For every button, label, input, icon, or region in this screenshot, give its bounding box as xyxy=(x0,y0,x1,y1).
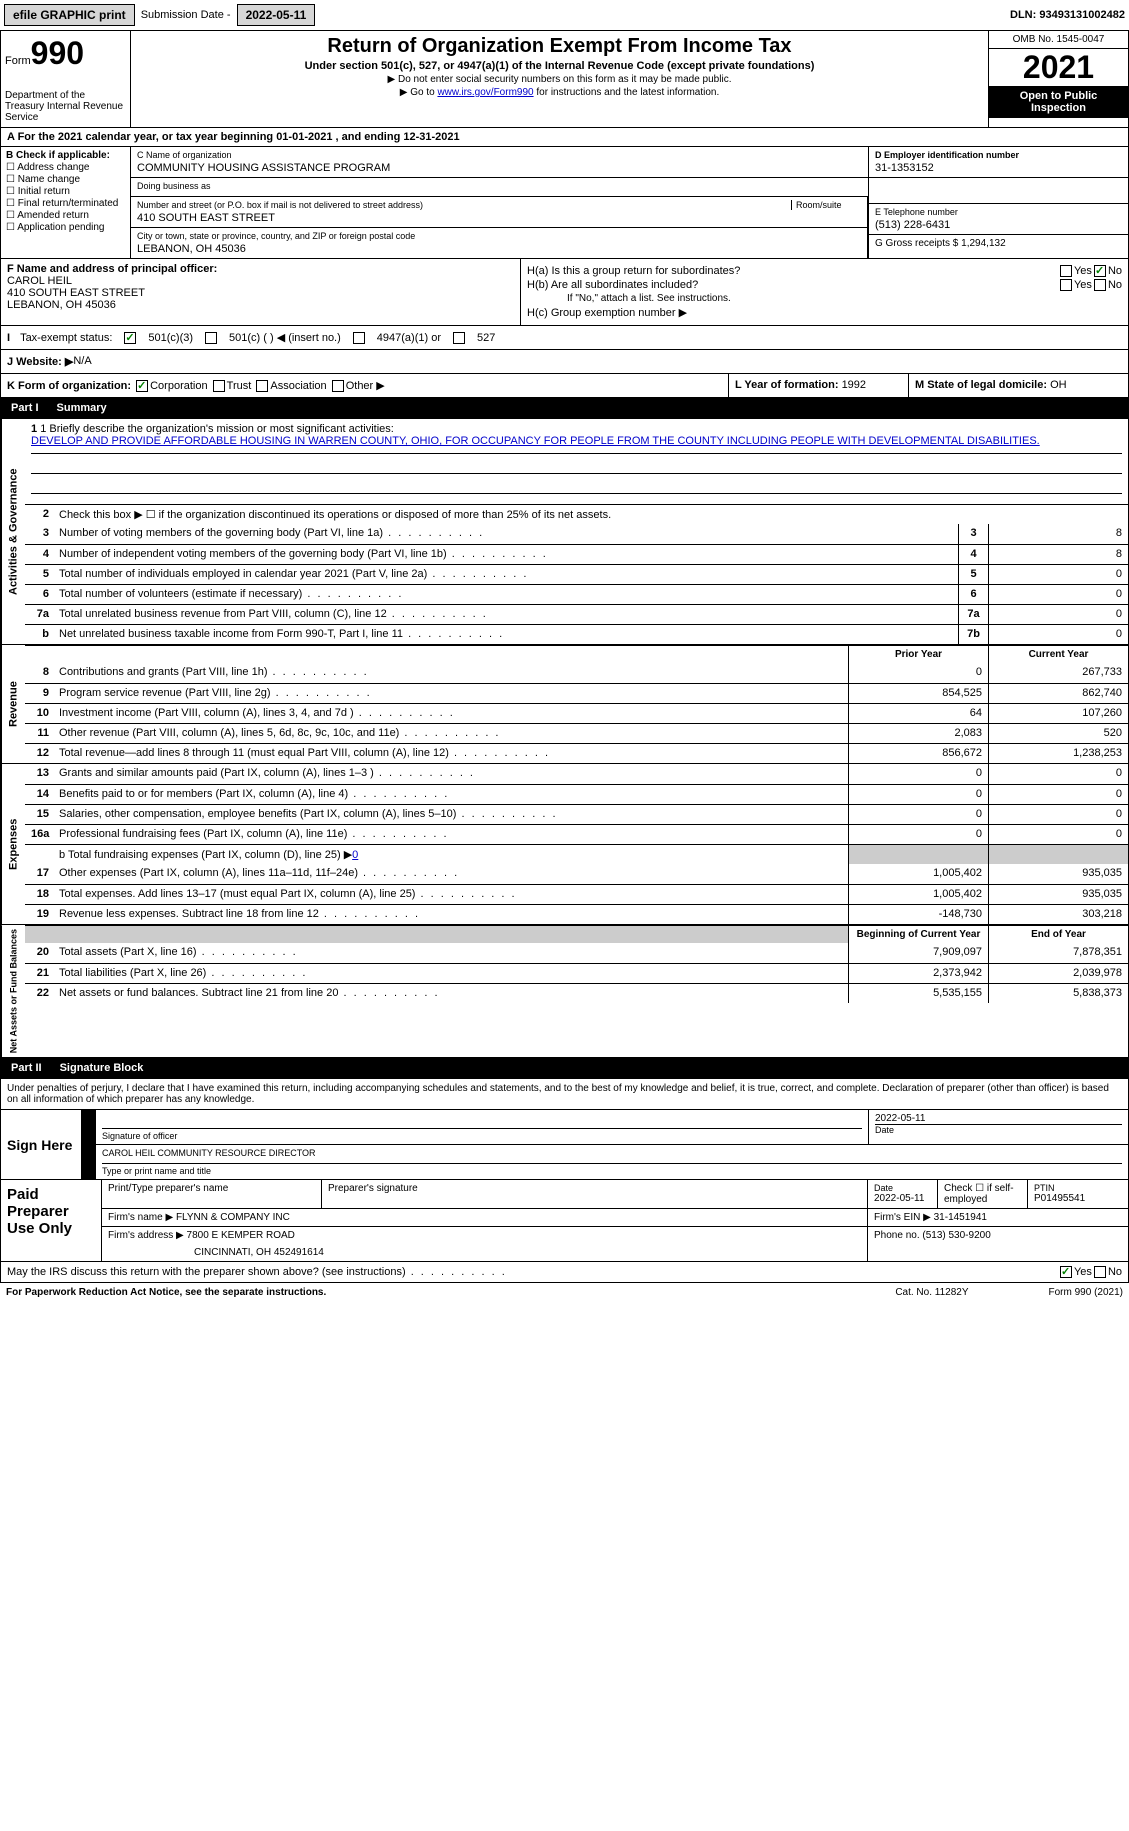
summary-line: 15Salaries, other compensation, employee… xyxy=(25,804,1128,824)
prep-date: 2022-05-11 xyxy=(874,1193,931,1204)
may-irs-discuss: May the IRS discuss this return with the… xyxy=(0,1262,1129,1283)
arrow-icon xyxy=(82,1145,96,1179)
cb-amended-return[interactable]: ☐ Amended return xyxy=(6,210,125,221)
cb-501c3[interactable] xyxy=(124,332,136,344)
cb-final-return[interactable]: ☐ Final return/terminated xyxy=(6,198,125,209)
summary-line: 13Grants and similar amounts paid (Part … xyxy=(25,764,1128,784)
cb-name-change[interactable]: ☐ Name change xyxy=(6,174,125,185)
officer-street: 410 SOUTH EAST STREET xyxy=(7,287,514,299)
form-title: Return of Organization Exempt From Incom… xyxy=(139,35,980,58)
arrow-icon xyxy=(82,1110,96,1144)
dln: DLN: 93493131002482 xyxy=(1010,9,1125,21)
may-no[interactable] xyxy=(1094,1266,1106,1278)
gross-receipts: 1,294,132 xyxy=(961,238,1006,249)
hb-yes[interactable] xyxy=(1060,279,1072,291)
officer-name: CAROL HEIL xyxy=(7,275,514,287)
col-b-checkboxes: B Check if applicable: ☐ Address change … xyxy=(1,147,131,258)
cb-corp[interactable] xyxy=(136,380,148,392)
omb-number: OMB No. 1545-0047 xyxy=(989,31,1128,49)
summary-line: 8Contributions and grants (Part VIII, li… xyxy=(25,663,1128,683)
firm-phone: (513) 530-9200 xyxy=(922,1230,990,1241)
submission-date-button[interactable]: 2022-05-11 xyxy=(237,4,316,26)
irs-link[interactable]: www.irs.gov/Form990 xyxy=(437,87,533,98)
may-yes[interactable] xyxy=(1060,1266,1072,1278)
summary-line: 6Total number of volunteers (estimate if… xyxy=(25,584,1128,604)
row-i-tax-status: ITax-exempt status: 501(c)(3) 501(c) ( )… xyxy=(0,326,1129,350)
note-link: ▶ Go to www.irs.gov/Form990 for instruct… xyxy=(139,87,980,98)
row-j-website: J Website: ▶ N/A xyxy=(0,350,1129,374)
signature-block: Sign Here Signature of officer 2022-05-1… xyxy=(0,1110,1129,1180)
row-fgh: F Name and address of principal officer:… xyxy=(0,259,1129,326)
summary-line: 5Total number of individuals employed in… xyxy=(25,564,1128,584)
section-revenue: Revenue Prior YearCurrent Year 8Contribu… xyxy=(0,645,1129,764)
cb-assoc[interactable] xyxy=(256,380,268,392)
part2-header: Part IISignature Block xyxy=(0,1058,1129,1079)
summary-line: 4Number of independent voting members of… xyxy=(25,544,1128,564)
section-expenses: Expenses 13Grants and similar amounts pa… xyxy=(0,764,1129,925)
tax-year: 2021 xyxy=(989,49,1128,86)
summary-line: 18Total expenses. Add lines 13–17 (must … xyxy=(25,884,1128,904)
ha-yes[interactable] xyxy=(1060,265,1072,277)
org-street: 410 SOUTH EAST STREET xyxy=(137,212,861,224)
part1-header: Part ISummary xyxy=(0,398,1129,419)
cb-trust[interactable] xyxy=(213,380,225,392)
mission-text: DEVELOP AND PROVIDE AFFORDABLE HOUSING I… xyxy=(31,435,1122,454)
section-governance: Activities & Governance 1 1 Briefly desc… xyxy=(0,419,1129,645)
firm-name: FLYNN & COMPANY INC xyxy=(176,1212,290,1223)
form-subtitle: Under section 501(c), 527, or 4947(a)(1)… xyxy=(139,60,980,72)
efile-button[interactable]: efile GRAPHIC print xyxy=(4,4,135,26)
section-netassets: Net Assets or Fund Balances Beginning of… xyxy=(0,925,1129,1058)
firm-ein: 31-1451941 xyxy=(934,1212,987,1223)
summary-line: 3Number of voting members of the governi… xyxy=(25,524,1128,544)
summary-line: bNet unrelated business taxable income f… xyxy=(25,624,1128,644)
fundraising-link[interactable]: 0 xyxy=(352,849,358,861)
cb-4947[interactable] xyxy=(353,332,365,344)
summary-line: 17Other expenses (Part IX, column (A), l… xyxy=(25,864,1128,884)
officer-name-title: CAROL HEIL COMMUNITY RESOURCE DIRECTOR xyxy=(102,1148,1122,1164)
dept-label: Department of the Treasury Internal Reve… xyxy=(5,90,126,123)
summary-line: 12Total revenue—add lines 8 through 11 (… xyxy=(25,743,1128,763)
summary-line: 14Benefits paid to or for members (Part … xyxy=(25,784,1128,804)
cb-527[interactable] xyxy=(453,332,465,344)
officer-city: LEBANON, OH 45036 xyxy=(7,299,514,311)
cb-other[interactable] xyxy=(332,380,344,392)
summary-line: 19Revenue less expenses. Subtract line 1… xyxy=(25,904,1128,924)
state-domicile: OH xyxy=(1050,379,1067,391)
cb-app-pending[interactable]: ☐ Application pending xyxy=(6,222,125,233)
topbar: efile GRAPHIC print Submission Date - 20… xyxy=(0,0,1129,30)
ha-no[interactable] xyxy=(1094,265,1106,277)
summary-line: 21Total liabilities (Part X, line 26) 2,… xyxy=(25,963,1128,983)
footer: For Paperwork Reduction Act Notice, see … xyxy=(0,1283,1129,1302)
summary-line: 22Net assets or fund balances. Subtract … xyxy=(25,983,1128,1003)
summary-line: 9Program service revenue (Part VIII, lin… xyxy=(25,683,1128,703)
org-name: COMMUNITY HOUSING ASSISTANCE PROGRAM xyxy=(137,162,862,174)
ptin: P01495541 xyxy=(1034,1193,1122,1204)
firm-address: 7800 E KEMPER ROAD xyxy=(187,1230,295,1241)
cb-501c[interactable] xyxy=(205,332,217,344)
summary-line: 11Other revenue (Part VIII, column (A), … xyxy=(25,723,1128,743)
cb-address-change[interactable]: ☐ Address change xyxy=(6,162,125,173)
org-city: LEBANON, OH 45036 xyxy=(137,243,861,255)
summary-line: 7aTotal unrelated business revenue from … xyxy=(25,604,1128,624)
row-k: K Form of organization: Corporation Trus… xyxy=(0,374,1129,398)
telephone: (513) 228-6431 xyxy=(875,219,1122,231)
submission-label: Submission Date - xyxy=(141,9,231,21)
summary-line: 20Total assets (Part X, line 16) 7,909,0… xyxy=(25,943,1128,963)
sig-date: 2022-05-11 xyxy=(875,1113,1122,1124)
form-header: Form990 Department of the Treasury Inter… xyxy=(0,30,1129,128)
inspection-badge: Open to Public Inspection xyxy=(989,86,1128,118)
signature-intro: Under penalties of perjury, I declare th… xyxy=(0,1079,1129,1110)
note-ssn: ▶ Do not enter social security numbers o… xyxy=(139,74,980,85)
cb-initial-return[interactable]: ☐ Initial return xyxy=(6,186,125,197)
row-a-period: A For the 2021 calendar year, or tax yea… xyxy=(0,128,1129,147)
hb-no[interactable] xyxy=(1094,279,1106,291)
preparer-block: Paid Preparer Use Only Print/Type prepar… xyxy=(0,1180,1129,1262)
ein: 31-1353152 xyxy=(875,162,1122,174)
year-formation: 1992 xyxy=(842,379,866,391)
website-val: N/A xyxy=(73,355,91,368)
summary-line: 10Investment income (Part VIII, column (… xyxy=(25,703,1128,723)
block-bcd: B Check if applicable: ☐ Address change … xyxy=(0,147,1129,259)
summary-line: 16aProfessional fundraising fees (Part I… xyxy=(25,824,1128,844)
